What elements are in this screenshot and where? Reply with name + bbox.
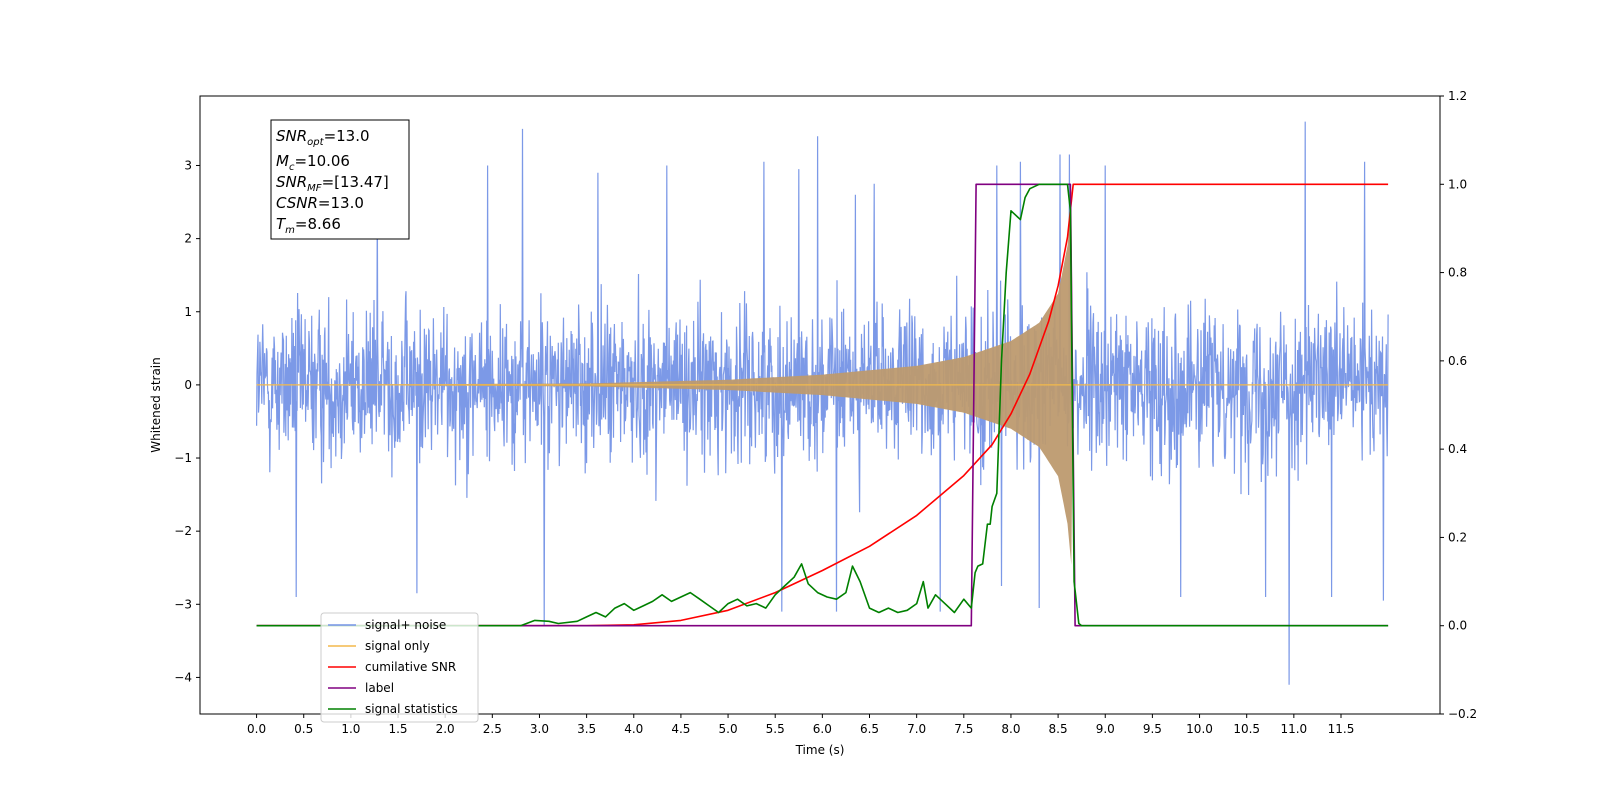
y-tick-label: −4 xyxy=(174,670,192,684)
y2-axis-ticks: −0.2 0.0 0.2 0.4 0.6 0.8 1.0 1.2 xyxy=(1440,89,1477,721)
series-signal-noise xyxy=(256,121,1389,685)
x-tick-label: 11.0 xyxy=(1280,722,1307,736)
x-tick-label: 6.5 xyxy=(860,722,879,736)
x-tick-label: 7.5 xyxy=(954,722,973,736)
x-tick-label: 11.5 xyxy=(1328,722,1355,736)
annotation-csnr: CSNR=13.0 xyxy=(276,194,364,212)
annotation-snr-mf: SNRMF=[13.47] xyxy=(276,173,389,194)
x-tick-label: 6.0 xyxy=(813,722,832,736)
x-tick-label: 9.0 xyxy=(1096,722,1115,736)
y2-tick-label: 0.8 xyxy=(1448,266,1467,280)
legend-label-label: label xyxy=(365,681,394,695)
x-tick-label: 4.0 xyxy=(624,722,643,736)
x-tick-label: 2.0 xyxy=(436,722,455,736)
y2-tick-label: −0.2 xyxy=(1448,707,1477,721)
x-tick-label: 8.0 xyxy=(1001,722,1020,736)
legend-frame xyxy=(320,612,479,723)
series-cumulative-snr xyxy=(256,183,1389,627)
legend: signal+ noise signal only cumilative SNR… xyxy=(320,612,479,723)
y-tick-label: −1 xyxy=(174,451,192,465)
y2-tick-label: 1.2 xyxy=(1448,89,1467,103)
x-tick-label: 7.0 xyxy=(907,722,926,736)
plot-series xyxy=(256,121,1389,685)
y-tick-label: 2 xyxy=(184,232,192,246)
x-axis-ticks: 0.0 0.5 1.0 1.5 2.0 2.5 3.0 3.5 4.0 4.5 5.0 5.5 6.0 6… xyxy=(247,714,1354,736)
x-tick-label: 2.5 xyxy=(483,722,502,736)
y-tick-label: 1 xyxy=(184,305,192,319)
legend-label-signal-statistics: signal statistics xyxy=(365,702,458,716)
annotation-snr-opt: SNRopt=13.0 xyxy=(276,127,370,148)
y-axis-ticks: −4 −3 −2 −1 0 1 2 3 xyxy=(174,158,200,684)
y-axis-label: Whitened strain xyxy=(149,357,163,453)
legend-label-signal-only: signal only xyxy=(365,639,430,653)
x-tick-label: 10.5 xyxy=(1233,722,1260,736)
legend-label-cumulative-snr: cumilative SNR xyxy=(365,660,456,674)
x-tick-label: 3.0 xyxy=(530,722,549,736)
x-tick-label: 0.0 xyxy=(247,722,266,736)
x-axis-label: Time (s) xyxy=(795,743,845,757)
annotation-mc: Mc=10.06 xyxy=(276,152,350,173)
x-tick-label: 9.5 xyxy=(1143,722,1162,736)
x-tick-label: 0.5 xyxy=(294,722,313,736)
x-tick-label: 8.5 xyxy=(1049,722,1068,736)
annotation-frame xyxy=(270,119,410,240)
series-signal-statistics xyxy=(256,183,1389,627)
plot-frame xyxy=(199,95,1441,715)
x-tick-label: 10.0 xyxy=(1186,722,1213,736)
y2-tick-label: 0.2 xyxy=(1448,530,1467,544)
annotation-box: SNRopt=13.0 Mc=10.06 SNRMF=[13.47] CSNR=… xyxy=(270,119,410,240)
y2-tick-label: 1.0 xyxy=(1448,177,1467,191)
x-tick-label: 5.0 xyxy=(719,722,738,736)
x-tick-label: 3.5 xyxy=(577,722,596,736)
y2-tick-label: 0.0 xyxy=(1448,619,1467,633)
y-tick-label: 3 xyxy=(184,158,192,172)
y-tick-label: −2 xyxy=(174,524,192,538)
x-tick-label: 5.5 xyxy=(766,722,785,736)
y-tick-label: −3 xyxy=(174,597,192,611)
legend-label-signal-noise: signal+ noise xyxy=(365,618,446,632)
y2-tick-label: 0.4 xyxy=(1448,442,1467,456)
x-tick-label: 1.5 xyxy=(388,722,407,736)
annotation-tm: Tm=8.66 xyxy=(276,215,341,236)
y2-tick-label: 0.6 xyxy=(1448,354,1467,368)
x-tick-label: 1.0 xyxy=(341,722,360,736)
x-tick-label: 4.5 xyxy=(671,722,690,736)
y-tick-label: 0 xyxy=(184,378,192,392)
